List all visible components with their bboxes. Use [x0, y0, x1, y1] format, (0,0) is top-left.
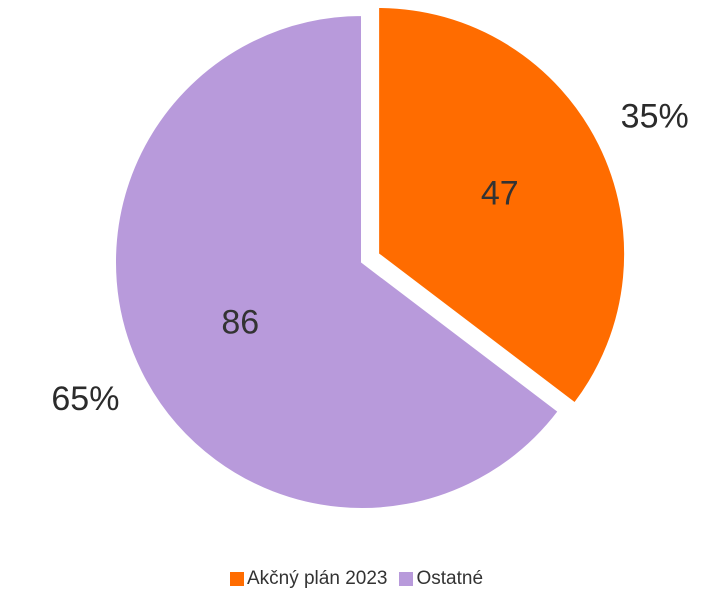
legend: Akčný plán 2023 Ostatné: [0, 568, 713, 590]
pie-chart: 47 35% 86 65%: [51, 5, 689, 510]
slice-value-label: 47: [481, 175, 519, 213]
pie-labels: 47 35% 86 65%: [51, 98, 688, 418]
legend-label: Akčný plán 2023: [246, 568, 388, 589]
slice-percent-label: 65%: [51, 380, 119, 418]
pie-slice-akcny-plan-2023: [377, 5, 627, 405]
legend-item-akcny-plan: Akčný plán 2023: [229, 568, 388, 590]
legend-item-ostatne: Ostatné: [399, 568, 483, 590]
legend-swatch-orange: [229, 572, 244, 586]
slice-value-label: 86: [221, 303, 259, 341]
legend-label: Ostatné: [416, 568, 484, 589]
pie-slice-ostatne: [114, 13, 561, 510]
pie-slices: [114, 5, 627, 510]
legend-swatch-purple: [399, 572, 414, 586]
slice-percent-label: 35%: [621, 98, 689, 136]
